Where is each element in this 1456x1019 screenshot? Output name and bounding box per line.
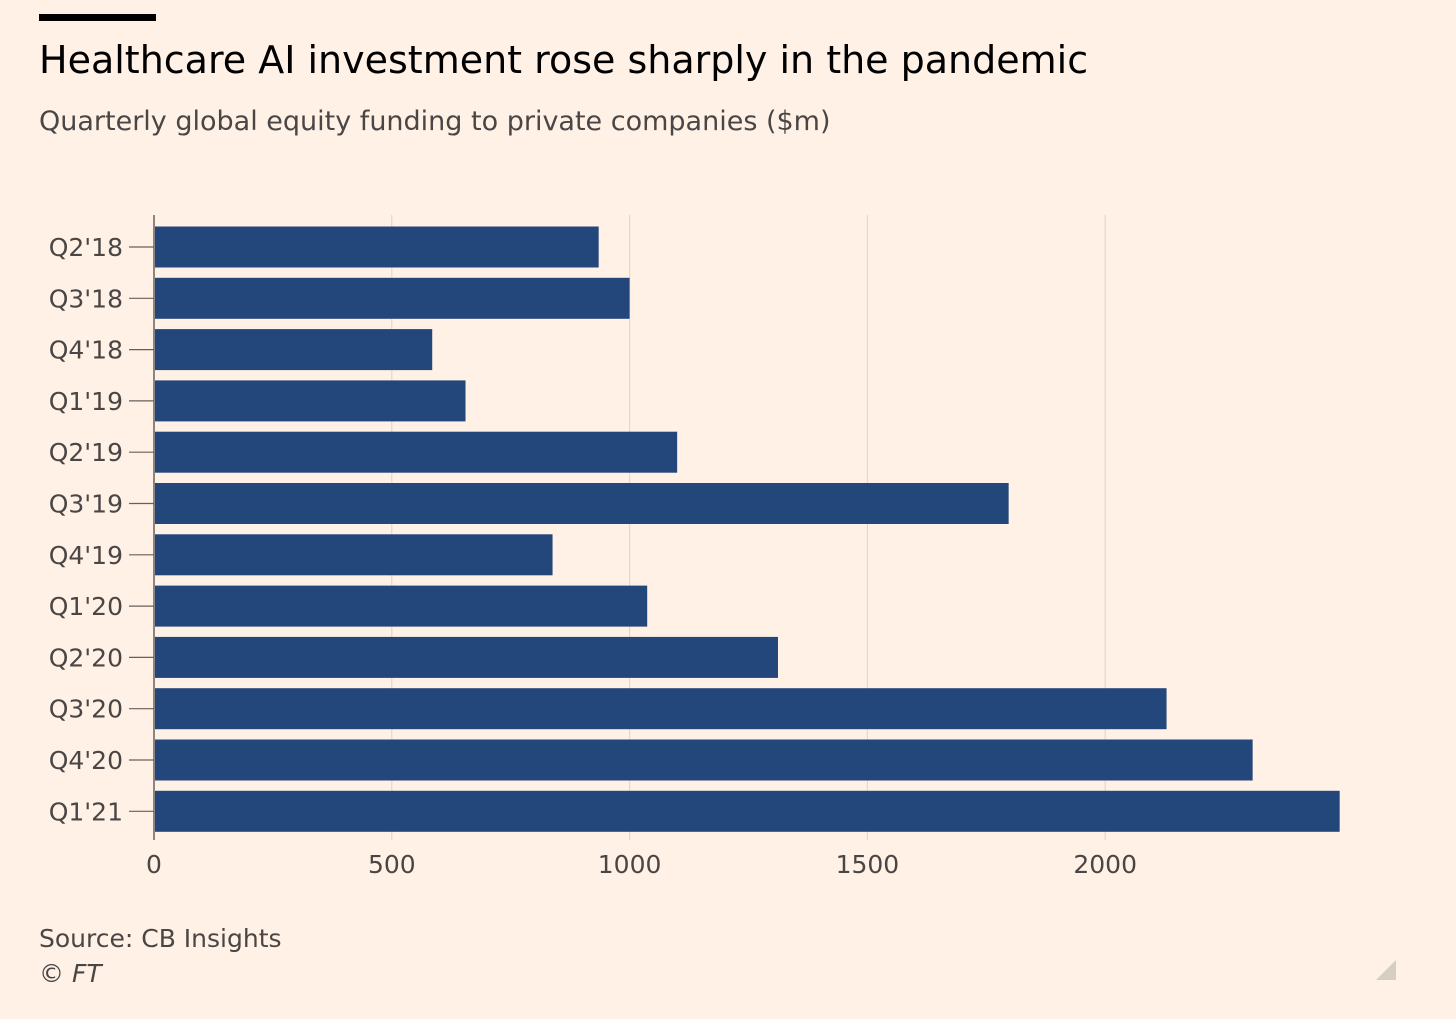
gridlines: [129, 215, 1106, 840]
y-tick-label: Q3'19: [49, 490, 123, 519]
bar: [155, 483, 1009, 524]
bar: [155, 329, 433, 371]
y-tick-label: Q1'19: [49, 387, 123, 416]
y-axis-labels: Q2'18 Q3'18 Q4'18 Q1'19 Q2'19 Q3'19 Q4'19 Q1'20…: [49, 233, 123, 826]
bar: [155, 226, 599, 268]
chart-title: Healthcare AI investment rose sharply in…: [39, 38, 1089, 82]
y-tick-label: Q2'19: [49, 438, 123, 467]
y-tick-label: Q4'18: [49, 336, 123, 365]
y-tick-label: Q4'20: [49, 746, 123, 775]
bar: [155, 431, 678, 473]
x-tick-label: 500: [368, 850, 416, 879]
y-tick-label: Q2'20: [49, 643, 123, 672]
bar: [155, 585, 648, 627]
bar-chart: Q2'18 Q3'18 Q4'18 Q1'19 Q2'19 Q3'19 Q4'19 Q1'20…: [49, 215, 1340, 879]
bar: [155, 688, 1167, 730]
y-tick-label: Q4'19: [49, 541, 123, 570]
x-tick-label: 1000: [598, 850, 662, 879]
x-axis-labels: 0 500 1000 1500 2000: [146, 850, 1137, 879]
title-accent-bar: [39, 14, 156, 21]
x-tick-label: 1500: [836, 850, 900, 879]
copyright-note: © FT: [39, 959, 102, 988]
bar: [155, 380, 466, 422]
source-note: Source: CB Insights: [39, 924, 282, 953]
y-tick-label: Q1'21: [49, 797, 123, 826]
bar: [155, 636, 778, 678]
bars: [155, 226, 1340, 832]
bar: [155, 790, 1340, 832]
bar: [155, 739, 1253, 781]
y-tick-label: Q3'18: [49, 284, 123, 313]
y-tick-label: Q1'20: [49, 592, 123, 621]
x-tick-label: 0: [146, 850, 162, 879]
x-tick-label: 2000: [1073, 850, 1137, 879]
y-tick-label: Q3'20: [49, 695, 123, 724]
resize-corner-icon: [1376, 960, 1396, 980]
bar: [155, 277, 630, 319]
chart-subtitle: Quarterly global equity funding to priva…: [39, 106, 831, 137]
bar: [155, 534, 553, 576]
y-tick-label: Q2'18: [49, 233, 123, 262]
